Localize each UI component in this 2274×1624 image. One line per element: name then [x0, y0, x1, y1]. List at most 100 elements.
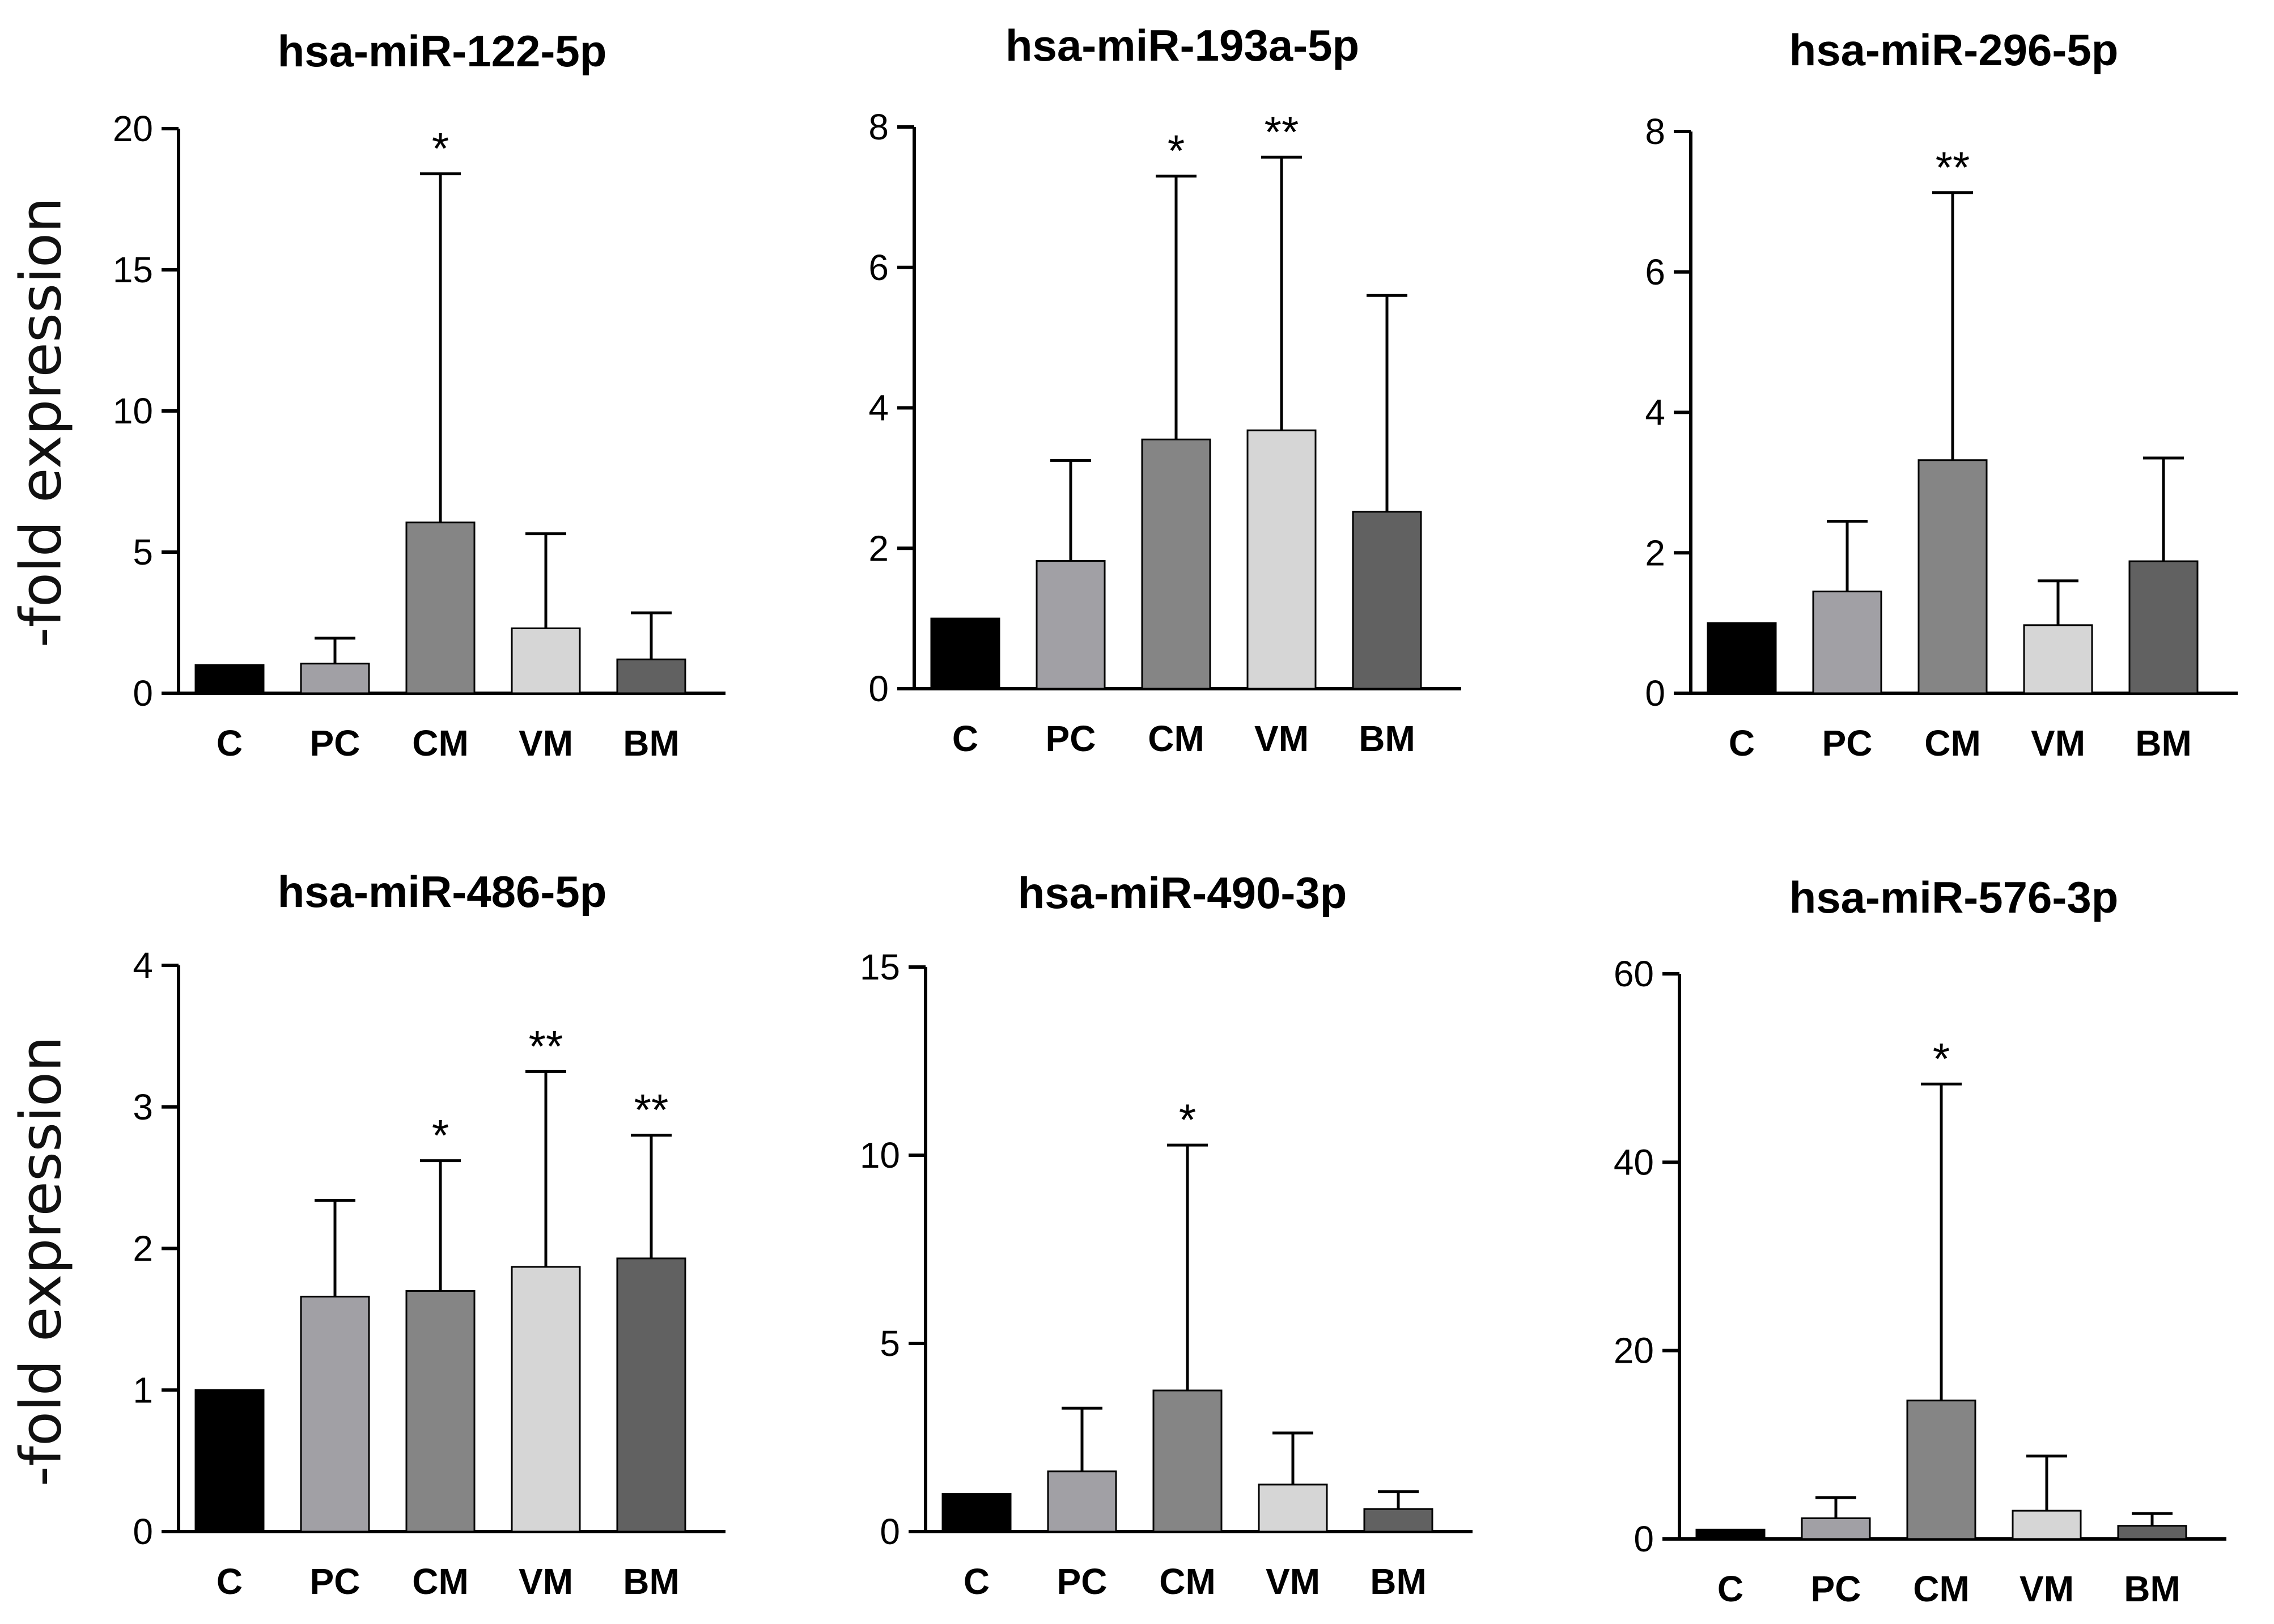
x-tick-label: PC	[310, 1561, 360, 1602]
y-tick-label: 40	[1614, 1142, 1654, 1182]
bar-bm	[2117, 1525, 2187, 1540]
x-tick-label: BM	[1359, 718, 1415, 759]
y-tick-label: 20	[1614, 1330, 1654, 1371]
y-tick-label: 0	[133, 1511, 153, 1552]
significance-marker: **	[634, 1085, 669, 1135]
y-tick-label: 6	[868, 247, 889, 288]
x-tick-label: C	[217, 1561, 243, 1602]
bar-c	[930, 617, 1000, 690]
x-tick-label: BM	[2124, 1568, 2180, 1609]
x-tick-label: CM	[412, 1561, 469, 1602]
x-tick-label: CM	[1913, 1568, 1970, 1609]
y-tick-label: 0	[1634, 1519, 1654, 1559]
significance-marker: **	[529, 1021, 563, 1071]
bar-cm	[1917, 459, 1988, 694]
significance-marker: *	[432, 1110, 449, 1160]
x-tick-label: CM	[1924, 723, 1981, 764]
y-tick-label: 8	[1645, 111, 1665, 152]
bar-vm	[511, 1266, 581, 1533]
x-tick-label: C	[217, 723, 243, 764]
chart-title-6: hsa-miR-576-3p	[1789, 872, 2119, 922]
chart-title-4: hsa-miR-486-5p	[278, 867, 607, 917]
y-tick-label: 2	[133, 1228, 153, 1269]
x-tick-label: VM	[1254, 718, 1309, 759]
x-tick-label: CM	[412, 723, 469, 764]
y-tick-label: 3	[133, 1087, 153, 1127]
bar-bm	[616, 658, 686, 694]
significance-marker: **	[1265, 107, 1299, 156]
bar-cm	[1141, 438, 1211, 690]
y-tick-label: 2	[868, 528, 889, 569]
chart-title-5: hsa-miR-490-3p	[1018, 868, 1347, 918]
bar-c	[941, 1493, 1012, 1533]
y-tick-label: 1	[133, 1369, 153, 1410]
bar-bm	[2128, 560, 2199, 694]
x-tick-label: C	[964, 1561, 990, 1602]
y-tick-label: 8	[868, 107, 889, 147]
bar-bm	[616, 1257, 686, 1533]
y-tick-label: 4	[1645, 392, 1665, 433]
bar-cm	[1906, 1400, 1976, 1540]
bar-bm	[1363, 1508, 1433, 1533]
significance-marker: *	[1168, 126, 1185, 176]
y-tick-label: 0	[1645, 673, 1665, 714]
x-tick-label: VM	[519, 723, 573, 764]
bar-pc	[1812, 590, 1882, 694]
y-axis-label-bottom-row: -fold expression	[7, 1036, 74, 1487]
bar-cm	[405, 1290, 476, 1533]
significance-marker: **	[1936, 142, 1970, 192]
x-tick-label: BM	[623, 723, 680, 764]
y-tick-label: 5	[133, 532, 153, 573]
bar-vm	[1258, 1483, 1328, 1533]
bar-pc	[1036, 560, 1106, 690]
significance-marker: *	[1179, 1095, 1196, 1144]
chart-title-3: hsa-miR-296-5p	[1789, 25, 2119, 75]
significance-marker: *	[1933, 1033, 1950, 1083]
bar-pc	[1047, 1470, 1117, 1533]
y-tick-label: 20	[113, 108, 153, 149]
x-tick-label: PC	[1811, 1568, 1861, 1609]
x-tick-label: VM	[519, 1561, 573, 1602]
bar-cm	[1152, 1389, 1223, 1533]
y-tick-label: 0	[880, 1511, 900, 1552]
y-tick-label: 4	[868, 388, 889, 429]
y-tick-label: 60	[1614, 953, 1654, 994]
x-tick-label: C	[1729, 723, 1755, 764]
bar-vm	[2023, 624, 2093, 694]
x-tick-label: VM	[1266, 1561, 1320, 1602]
y-tick-label: 5	[880, 1323, 900, 1364]
bar-c	[194, 1389, 265, 1533]
chart-title-1: hsa-miR-122-5p	[278, 26, 607, 76]
y-tick-label: 0	[133, 673, 153, 714]
bar-bm	[1352, 511, 1422, 690]
x-tick-label: C	[952, 718, 978, 759]
y-tick-label: 10	[860, 1135, 900, 1176]
bar-pc	[1801, 1517, 1871, 1540]
x-tick-label: CM	[1159, 1561, 1216, 1602]
x-tick-label: C	[1717, 1568, 1743, 1609]
bar-c	[194, 664, 265, 694]
x-tick-label: BM	[623, 1561, 680, 1602]
y-tick-label: 15	[860, 947, 900, 987]
bar-cm	[405, 521, 476, 694]
x-tick-label: CM	[1148, 718, 1204, 759]
x-tick-label: PC	[1046, 718, 1096, 759]
y-tick-label: 0	[868, 668, 889, 709]
x-tick-label: PC	[1057, 1561, 1108, 1602]
chart-title-2: hsa-miR-193a-5p	[1006, 20, 1359, 70]
bar-pc	[300, 663, 370, 694]
significance-marker: *	[432, 124, 449, 173]
x-tick-label: PC	[1822, 723, 1873, 764]
x-tick-label: PC	[310, 723, 360, 764]
y-tick-label: 10	[113, 391, 153, 431]
x-tick-label: VM	[2020, 1568, 2074, 1609]
y-tick-label: 4	[133, 945, 153, 986]
bar-c	[1707, 622, 1777, 694]
x-tick-label: VM	[2031, 723, 2085, 764]
bar-vm	[2012, 1509, 2082, 1540]
y-tick-label: 6	[1645, 252, 1665, 292]
bar-vm	[511, 627, 581, 694]
bar-vm	[1246, 429, 1317, 690]
y-axis-label-top-row: -fold expression	[7, 197, 74, 648]
